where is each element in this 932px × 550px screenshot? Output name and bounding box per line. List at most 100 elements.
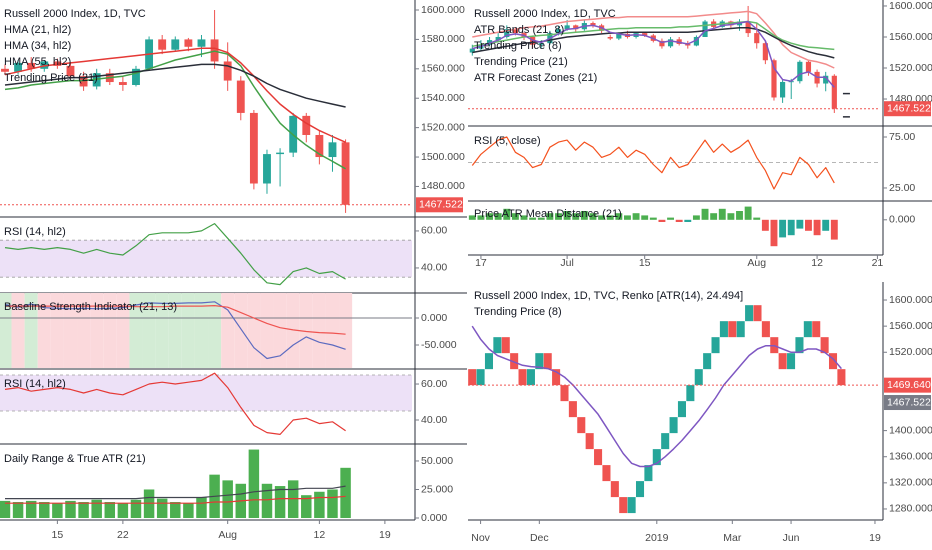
renko-brick <box>778 353 787 370</box>
candle-body <box>132 68 140 85</box>
y-tick-label: 1600.000 <box>889 0 932 12</box>
line-series <box>472 20 835 51</box>
candle-body <box>538 43 544 45</box>
histogram-bar <box>675 219 683 222</box>
histogram-bar <box>822 219 830 231</box>
line-series <box>471 136 835 190</box>
renko-brick <box>652 449 661 466</box>
state-background <box>194 293 209 368</box>
renko-brick <box>635 481 645 498</box>
x-tick-label: Dec <box>530 532 549 544</box>
candle-body <box>495 36 501 41</box>
histogram-bar <box>710 213 718 220</box>
y-tick-label: 1320.000 <box>889 477 932 489</box>
histogram-bar <box>830 219 838 240</box>
y-tick-label: 1580.000 <box>421 33 465 45</box>
histogram-bar <box>156 498 168 518</box>
y-tick-label: 25.000 <box>421 483 453 495</box>
candle-body <box>223 61 232 81</box>
indicator-legend: HMA (21, hl2) <box>4 24 71 36</box>
candle-body <box>693 36 699 46</box>
histogram-bar <box>805 219 812 231</box>
candle-body <box>504 29 510 37</box>
line-series <box>4 50 346 170</box>
renko-brick <box>501 337 510 354</box>
x-tick-label: Jun <box>783 532 800 544</box>
histogram-bar <box>52 503 63 518</box>
candle-body <box>118 82 127 85</box>
histogram-bar <box>744 206 752 220</box>
candle-body <box>823 75 829 84</box>
renko-brick <box>627 497 636 514</box>
renko-brick <box>787 353 796 370</box>
price-label-box <box>884 101 931 117</box>
candle-body <box>771 60 777 98</box>
renko-brick <box>761 321 770 338</box>
panel-title: Russell 2000 Index, 1D, TVC <box>474 8 616 20</box>
x-tick-label: Aug <box>747 257 766 269</box>
histogram-bar <box>486 213 493 220</box>
x-tick-label: 19 <box>379 529 391 541</box>
candle-body <box>555 29 562 34</box>
histogram-bar <box>641 215 649 220</box>
y-tick-label: 1280.000 <box>889 503 932 515</box>
histogram-bar <box>813 219 821 236</box>
y-tick-label: 40.00 <box>421 414 447 426</box>
histogram-bar <box>796 219 804 229</box>
histogram-bar <box>468 215 476 220</box>
renko-brick <box>493 337 502 354</box>
histogram-bar <box>261 483 273 518</box>
indicator-legend: Trending Price (21) <box>4 72 98 84</box>
y-tick-label: 1360.000 <box>889 451 932 463</box>
y-tick-label: 0.000 <box>889 214 915 226</box>
histogram-bar <box>104 502 116 518</box>
histogram-bar <box>494 213 502 220</box>
renko-brick <box>661 433 670 450</box>
renko-brick <box>728 321 737 338</box>
state-background <box>221 293 235 368</box>
y-tick-label: 60.00 <box>421 225 447 237</box>
candle-body <box>805 61 812 72</box>
candle-body <box>754 33 760 44</box>
y-tick-label: 40.00 <box>421 262 447 274</box>
histogram-bar <box>770 219 778 247</box>
renko-brick <box>694 369 703 386</box>
candle-body <box>328 142 337 158</box>
histogram-bar <box>667 217 674 220</box>
state-background <box>155 293 169 368</box>
histogram-bar <box>25 500 37 518</box>
renko-brick <box>560 385 569 402</box>
histogram-bar <box>301 495 312 518</box>
x-tick-label: 19 <box>869 532 881 544</box>
candle-body <box>659 40 665 47</box>
rsi-band <box>0 375 412 411</box>
y-tick-label: 1560.000 <box>889 320 932 332</box>
renko-brick <box>594 449 603 466</box>
histogram-bar <box>563 211 571 220</box>
x-tick-label: 12 <box>811 257 823 269</box>
histogram-bar <box>649 217 657 220</box>
state-background <box>234 293 248 368</box>
line-series <box>472 10 835 69</box>
renko-brick <box>476 369 485 386</box>
candle-body <box>14 62 23 72</box>
histogram-bar <box>0 500 11 518</box>
line-series <box>5 305 346 335</box>
state-background <box>0 293 12 368</box>
state-background <box>90 293 104 368</box>
histogram-bar <box>598 215 606 220</box>
price-label-box <box>416 197 463 213</box>
renko-brick <box>510 353 519 370</box>
candle-body <box>197 39 206 47</box>
y-tick-label: 1480.000 <box>421 180 465 192</box>
panel-title: RSI (14, hl2) <box>4 378 66 390</box>
renko-brick <box>736 321 745 338</box>
x-tick-label: Nov <box>471 532 490 544</box>
histogram-bar <box>736 211 743 220</box>
renko-brick <box>644 465 653 482</box>
candle-body <box>249 112 258 184</box>
state-background <box>11 293 25 368</box>
line-series <box>4 223 346 286</box>
line-series <box>5 495 346 504</box>
candle-body <box>302 115 311 135</box>
